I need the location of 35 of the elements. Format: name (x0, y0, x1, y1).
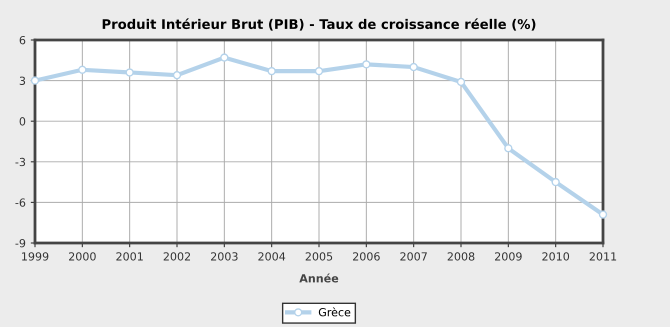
point (314, 66, 324, 76)
x-tick-label: 2005 (306, 252, 332, 261)
legend-label: Grèce (318, 307, 350, 316)
point (598, 210, 608, 219)
point (30, 76, 40, 85)
point (456, 78, 466, 86)
x-tick-label: 2000 (69, 252, 96, 261)
x-tick-label: 2008 (448, 252, 474, 261)
y-tick-label: 6 (20, 36, 26, 44)
x-tick-label: 2003 (211, 252, 238, 261)
point (362, 60, 370, 69)
point (552, 178, 560, 186)
y-tick-label: -9 (15, 238, 26, 248)
point (268, 66, 276, 76)
y-tick-label: -6 (15, 198, 26, 207)
x-tick-label: 2010 (542, 252, 570, 261)
x-tick-label: 2006 (353, 252, 380, 261)
y-tick-label: -3 (15, 158, 26, 166)
point (220, 53, 228, 62)
x-tick-label: 1999 (22, 252, 48, 261)
y-tick-label: 0 (20, 117, 26, 126)
x-tick-label: 2001 (116, 252, 143, 261)
x-tick-label: 2002 (164, 252, 190, 261)
x-tick-label: 2009 (495, 252, 522, 261)
point (410, 62, 418, 72)
x-axis-title: Année (299, 273, 338, 282)
y-tick-label: 3 (20, 76, 26, 85)
x-tick-label: 2004 (258, 252, 286, 261)
point (78, 66, 86, 74)
point (504, 144, 512, 152)
point (172, 71, 182, 80)
x-tick-label: 2011 (590, 252, 616, 261)
x-tick-label: 2007 (400, 252, 427, 261)
chart-title: Produit Intérieur Brut (PIB) - Taux de croissance réelle (%) (102, 18, 536, 31)
point (126, 68, 134, 77)
